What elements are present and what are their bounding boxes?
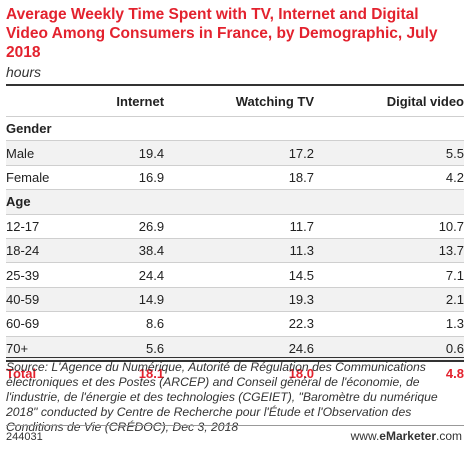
- table-row: 70+ 5.6 24.6 0.6: [6, 335, 464, 361]
- header-digital-video: Digital video: [386, 93, 464, 109]
- row-label: Male: [6, 140, 98, 166]
- data-cell: 24.4: [97, 262, 165, 288]
- top-rule: [6, 84, 464, 86]
- chart-title: Average Weekly Time Spent with TV, Inter…: [6, 6, 438, 61]
- table-row: Male 19.4 17.2 5.5: [6, 140, 464, 166]
- data-cell: 38.4: [97, 237, 165, 263]
- row-label: 12-17: [6, 213, 98, 239]
- table-row: 25-39 24.4 14.5 7.1: [6, 262, 464, 288]
- total-cell: 18.0: [164, 359, 315, 386]
- total-label: Total: [6, 359, 98, 386]
- chart-subtitle: hours: [6, 64, 42, 80]
- data-cell: 5.5: [314, 140, 464, 166]
- section-row: Age: [6, 189, 464, 215]
- data-cell: 4.2: [314, 164, 464, 190]
- total-row: Total 18.1 18.0 4.8: [6, 359, 464, 386]
- data-cell: 26.9: [97, 213, 165, 239]
- section-label: Gender: [6, 115, 464, 141]
- data-cell: 5.6: [97, 335, 165, 361]
- brand-logo: www.eMarketer.com: [351, 429, 462, 443]
- data-cell: 14.9: [97, 286, 165, 312]
- header-watching-tv: Watching TV: [235, 93, 315, 109]
- footer: 244031 www.eMarketer.com: [6, 425, 464, 450]
- data-cell: 8.6: [97, 311, 165, 337]
- section-row: Gender: [6, 115, 464, 141]
- data-cell: 14.5: [164, 262, 315, 288]
- table-row: 60-69 8.6 22.3 1.3: [6, 311, 464, 337]
- row-label: Female: [6, 164, 98, 190]
- total-cell: 18.1: [97, 359, 165, 386]
- table-row: Female 16.9 18.7 4.2: [6, 164, 464, 190]
- data-cell: 18.7: [164, 164, 315, 190]
- source-rule: [6, 357, 464, 358]
- data-cell: 19.3: [164, 286, 315, 312]
- section-label: Age: [6, 189, 464, 215]
- row-label: 25-39: [6, 262, 98, 288]
- data-cell: 22.3: [164, 311, 315, 337]
- brand-suffix: .com: [435, 429, 462, 443]
- table-row: 40-59 14.9 19.3 2.1: [6, 286, 464, 312]
- table-row: 12-17 26.9 11.7 10.7: [6, 213, 464, 239]
- data-cell: 2.1: [314, 286, 464, 312]
- table-row: 18-24 38.4 11.3 13.7: [6, 237, 464, 263]
- data-cell: 24.6: [164, 335, 315, 361]
- header-row: Internet Watching TV Digital video: [6, 86, 464, 117]
- data-cell: 16.9: [97, 164, 165, 190]
- data-cell: 17.2: [164, 140, 315, 166]
- header-blank: [6, 86, 97, 117]
- source-note: Source: L'Agence du Numérique, Autorité …: [6, 360, 438, 434]
- data-cell: 11.3: [164, 237, 315, 263]
- row-label: 18-24: [6, 237, 98, 263]
- row-label: 60-69: [6, 311, 98, 337]
- data-cell: 11.7: [164, 213, 315, 239]
- data-cell: 10.7: [314, 213, 464, 239]
- brand-name: eMarketer: [379, 429, 436, 443]
- header-internet: Internet: [116, 93, 165, 109]
- total-cell: 4.8: [314, 359, 464, 386]
- data-cell: 19.4: [97, 140, 165, 166]
- data-table: Internet Watching TV Digital video Gende…: [6, 86, 464, 386]
- row-label: 40-59: [6, 286, 98, 312]
- brand-prefix: www.: [350, 429, 380, 443]
- data-cell: 7.1: [314, 262, 464, 288]
- chart-id: 244031: [6, 431, 43, 443]
- row-label: 70+: [6, 335, 98, 361]
- data-cell: 1.3: [314, 311, 464, 337]
- data-cell: 13.7: [314, 237, 464, 263]
- data-cell: 0.6: [314, 335, 464, 361]
